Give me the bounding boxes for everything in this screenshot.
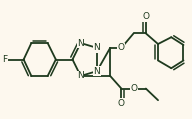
Text: O: O (130, 84, 137, 93)
Text: N: N (77, 72, 84, 80)
Text: F: F (2, 55, 7, 64)
Text: N: N (94, 67, 100, 76)
Text: N: N (77, 39, 84, 47)
Text: O: O (142, 12, 149, 21)
Text: N: N (94, 43, 100, 52)
Text: O: O (118, 43, 125, 52)
Text: O: O (118, 99, 125, 108)
